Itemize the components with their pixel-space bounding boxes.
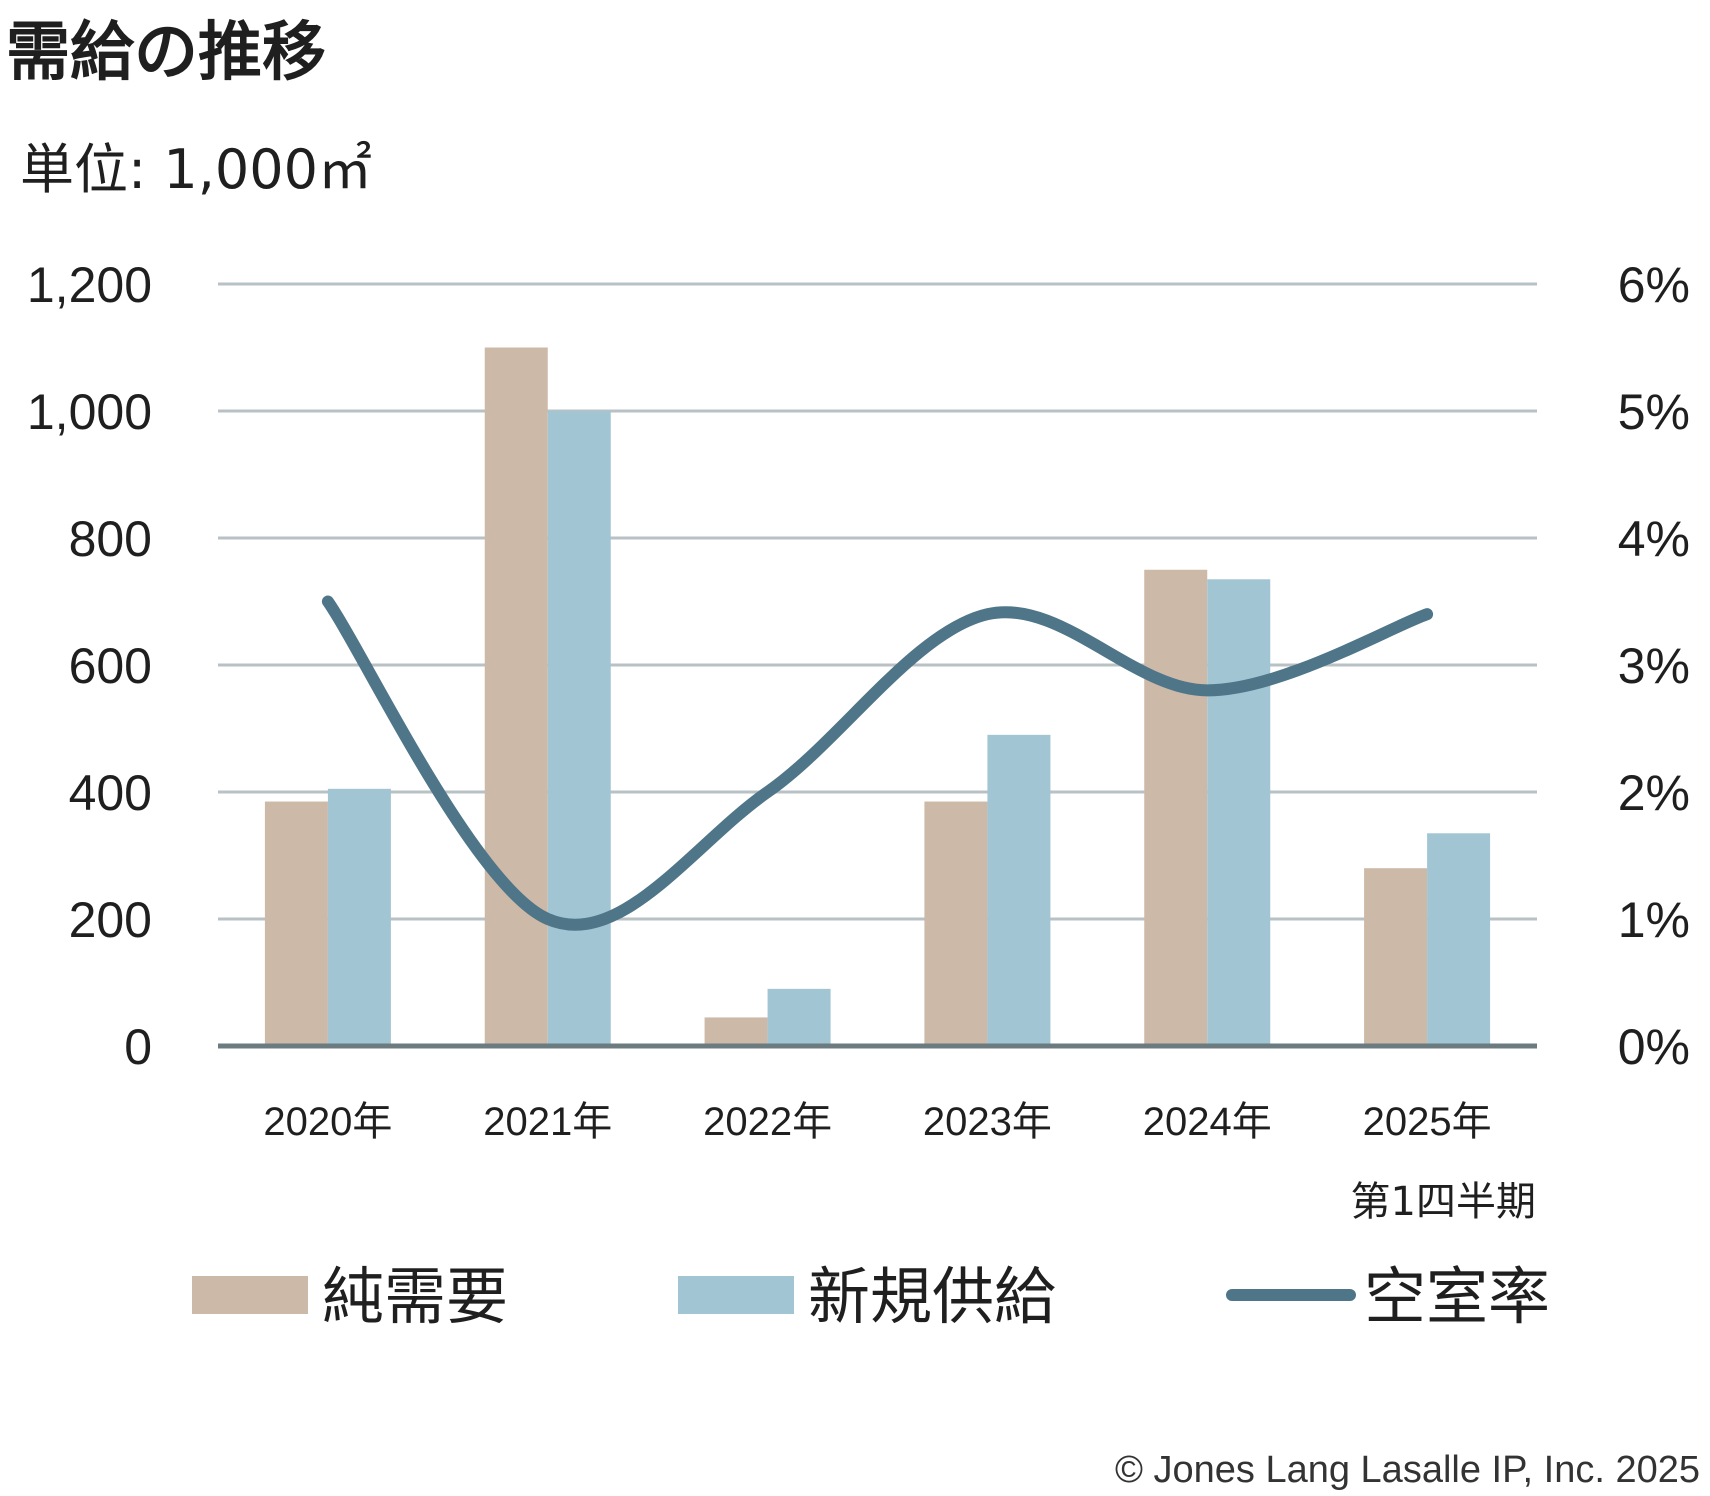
bar-new-supply: [1427, 833, 1491, 1046]
x-tick-label: 2022年: [703, 1100, 832, 1144]
right-tick-label: 5%: [1618, 384, 1690, 440]
right-tick-label: 0%: [1618, 1019, 1690, 1075]
bar-net-demand: [1144, 569, 1208, 1046]
right-tick-label: 1%: [1618, 892, 1690, 948]
left-tick-label: 1,200: [27, 257, 152, 313]
bar-new-supply: [987, 734, 1051, 1046]
chart-title: 需給の推移: [6, 16, 326, 90]
legend-label-new-supply: 新規供給: [808, 1260, 1056, 1333]
x-axis-note: 第1四半期: [1351, 1179, 1536, 1225]
left-tick-label: 200: [69, 892, 152, 948]
bar-net-demand: [924, 801, 988, 1046]
legend: 純需要 新規供給 空室率: [192, 1260, 1550, 1333]
left-tick-label: 400: [69, 765, 152, 821]
bar-net-demand: [1364, 868, 1428, 1046]
legend-label-net-demand: 純需要: [322, 1260, 508, 1333]
x-tick-label: 2025年: [1363, 1100, 1492, 1144]
bar-new-supply: [547, 411, 611, 1046]
right-tick-label: 6%: [1618, 257, 1690, 313]
left-tick-label: 800: [69, 511, 152, 567]
left-axis-ticks: 0 200 400 600 800 1,000 1,200: [27, 257, 152, 1075]
bar-new-supply: [1207, 579, 1271, 1046]
right-tick-label: 4%: [1618, 511, 1690, 567]
right-tick-label: 2%: [1618, 765, 1690, 821]
left-tick-label: 1,000: [27, 384, 152, 440]
x-tick-label: 2023年: [923, 1100, 1052, 1144]
vacancy-rate-line: [321, 595, 1434, 931]
left-tick-label: 600: [69, 638, 152, 694]
bar-new-supply: [767, 988, 831, 1046]
x-tick-label: 2021年: [483, 1100, 612, 1144]
bar-new-supply: [327, 788, 391, 1046]
gridlines: [218, 282, 1537, 921]
x-tick-label: 2024年: [1143, 1100, 1272, 1144]
legend-label-vacancy: 空室率: [1364, 1260, 1550, 1333]
x-tick-label: 2020年: [263, 1100, 392, 1144]
copyright: © Jones Lang Lasalle IP, Inc. 2025: [1115, 1449, 1700, 1491]
bars: [264, 347, 1491, 1046]
left-tick-label: 0: [124, 1019, 152, 1075]
bar-net-demand: [484, 347, 548, 1046]
right-tick-label: 3%: [1618, 638, 1690, 694]
legend-swatch-net-demand: [192, 1276, 308, 1314]
bar-net-demand: [704, 1017, 768, 1046]
vacancy-line-layer: [321, 595, 1434, 931]
x-axis-labels: 2020年 2021年 2022年 2023年 2024年 2025年: [263, 1100, 1491, 1144]
legend-swatch-new-supply: [678, 1276, 794, 1314]
unit-label: 単位: 1,000㎡: [20, 138, 372, 201]
right-axis-ticks: 0% 1% 2% 3% 4% 5% 6%: [1618, 257, 1690, 1075]
bar-net-demand: [264, 801, 328, 1046]
